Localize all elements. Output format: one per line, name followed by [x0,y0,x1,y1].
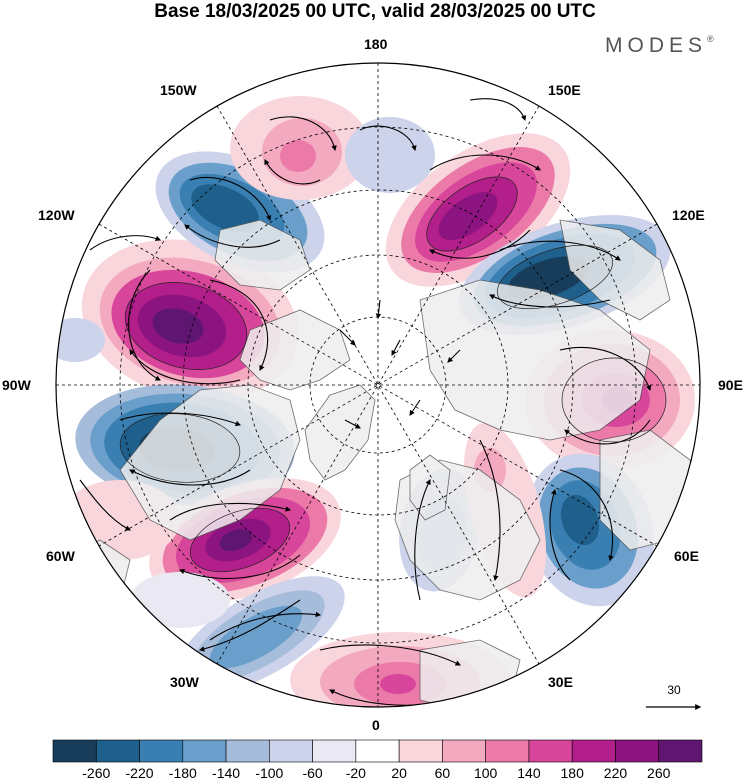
anomaly-neg-45w [130,572,230,628]
colorbar-boxes [52,739,703,763]
colorbar-tick-label: -260 [82,765,110,781]
colorbar-tick-label: 140 [517,765,541,781]
anomaly-pos-165w [230,96,370,200]
lon-label-120w: 120W [38,207,75,223]
lon-label-90w: 90W [2,377,31,393]
colorbar-tick-label: -220 [126,765,154,781]
colorbar-box [182,739,227,763]
alaska [214,219,311,291]
colorbar-tick-label: 180 [561,765,585,781]
colorbar-box [269,739,313,763]
colorbar-tick-label: 260 [647,765,671,781]
lon-label-120e: 120E [672,207,705,223]
disc-border [55,62,701,708]
brand-logo: MODES® [605,34,714,58]
colorbar-tick-label: -140 [212,765,240,781]
lon-label-60e: 60E [674,548,699,564]
colorbar-tick-label: 100 [474,765,498,781]
colorbar-box [398,739,443,763]
anomaly-neg-180 [345,117,435,193]
lon-label-180: 180 [364,36,388,52]
lon-label-90e: 90E [718,377,743,393]
siberia [419,279,651,441]
colorbar-tick-label: -60 [302,765,322,781]
colorbar-box [658,739,703,763]
anomaly-contours [119,176,667,573]
meridian-120e-60w [98,223,658,547]
lon-label-30e: 30E [548,674,573,690]
colorbar-box [355,739,400,763]
lon-label-150e: 150E [548,82,581,98]
anomaly-pos-150e [385,133,571,287]
meridian-120w-60e [98,223,658,547]
colorbar-tick-label: 20 [391,765,407,781]
colorbar-box [571,739,616,763]
canada-arctic [239,309,351,391]
colorbar-box [442,739,486,763]
latitude-circle-50 [119,126,637,644]
colorbar-tick-label: -20 [346,765,366,781]
colorbar-box [225,739,270,763]
colorbar-box [139,739,184,763]
colorbar-box [615,739,660,763]
colorbar-box [312,739,357,763]
colorbar-box [528,739,573,763]
lon-label-150w: 150W [160,82,197,98]
asia-east [559,219,671,321]
lon-label-0: 0 [372,717,380,733]
lon-label-30w: 30W [170,674,199,690]
colorbar-tick-label: -180 [169,765,197,781]
scandinavia [409,454,451,521]
brand-mark: ® [707,34,714,44]
greenland [304,384,376,481]
anomaly-pos-120w [81,239,299,401]
colorbar-ticks: -260 -220 -180 -140 -100 -60 -20 20 60 100 140 180 2… [82,765,670,781]
north-america [119,384,301,541]
meridian-150w-30e [216,105,540,665]
brand-name: MODES [605,34,708,57]
colorbar-box [485,739,530,763]
colorbar-tick-label: -100 [255,765,283,781]
map-title: Base 18/03/2025 00 UTC, valid 28/03/2025… [154,1,596,22]
land-masses [59,219,700,707]
colorbar-box [95,739,140,763]
colorbar-box [52,739,97,763]
colorbar-tick-label: 60 [435,765,451,781]
map-disc [56,63,700,707]
reference-vector-label: 30 [667,683,681,697]
colorbar-tick-label: 220 [604,765,628,781]
lon-label-60w: 60W [46,548,75,564]
